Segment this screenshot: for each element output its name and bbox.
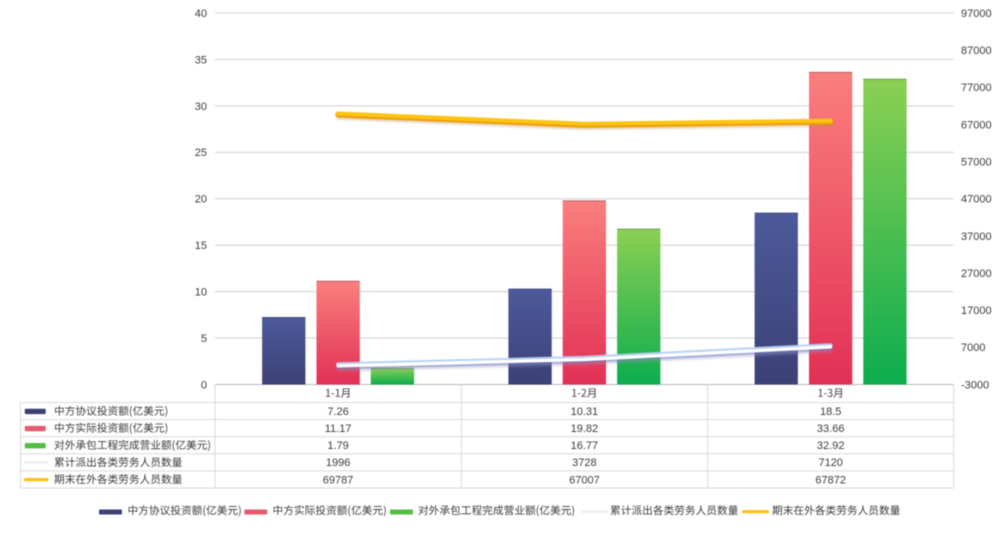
- svg-text:37000: 37000: [961, 231, 992, 243]
- svg-text:11.17: 11.17: [325, 423, 352, 435]
- svg-text:25: 25: [195, 147, 207, 159]
- svg-text:7000: 7000: [961, 342, 985, 354]
- svg-text:77000: 77000: [961, 82, 992, 94]
- svg-text:17000: 17000: [961, 305, 992, 317]
- svg-text:69787: 69787: [323, 474, 354, 486]
- svg-text:7120: 7120: [818, 457, 842, 469]
- svg-text:1996: 1996: [326, 457, 350, 469]
- svg-text:47000: 47000: [961, 194, 992, 206]
- svg-text:57000: 57000: [961, 157, 992, 169]
- svg-text:10.31: 10.31: [571, 406, 599, 418]
- svg-text:5: 5: [201, 333, 207, 345]
- svg-text:0: 0: [201, 379, 207, 391]
- svg-text:67000: 67000: [961, 119, 992, 131]
- svg-text:10: 10: [195, 287, 207, 299]
- svg-text:33.66: 33.66: [817, 423, 845, 435]
- svg-text:-3000: -3000: [961, 379, 989, 391]
- svg-text:3728: 3728: [572, 457, 596, 469]
- svg-text:19.82: 19.82: [571, 423, 599, 435]
- svg-text:1.79: 1.79: [327, 440, 348, 452]
- svg-text:15: 15: [195, 240, 207, 252]
- svg-text:97000: 97000: [961, 8, 992, 20]
- svg-text:30: 30: [195, 101, 207, 113]
- svg-text:27000: 27000: [961, 268, 992, 280]
- svg-text:16.77: 16.77: [571, 440, 599, 452]
- svg-text:7.26: 7.26: [327, 406, 348, 418]
- svg-text:35: 35: [195, 54, 207, 66]
- svg-text:18.5: 18.5: [820, 406, 841, 418]
- svg-text:87000: 87000: [961, 45, 992, 57]
- svg-text:20: 20: [195, 194, 207, 206]
- svg-text:67007: 67007: [569, 474, 600, 486]
- svg-text:40: 40: [195, 8, 207, 20]
- svg-text:67872: 67872: [815, 474, 846, 486]
- svg-text:32.92: 32.92: [817, 440, 845, 452]
